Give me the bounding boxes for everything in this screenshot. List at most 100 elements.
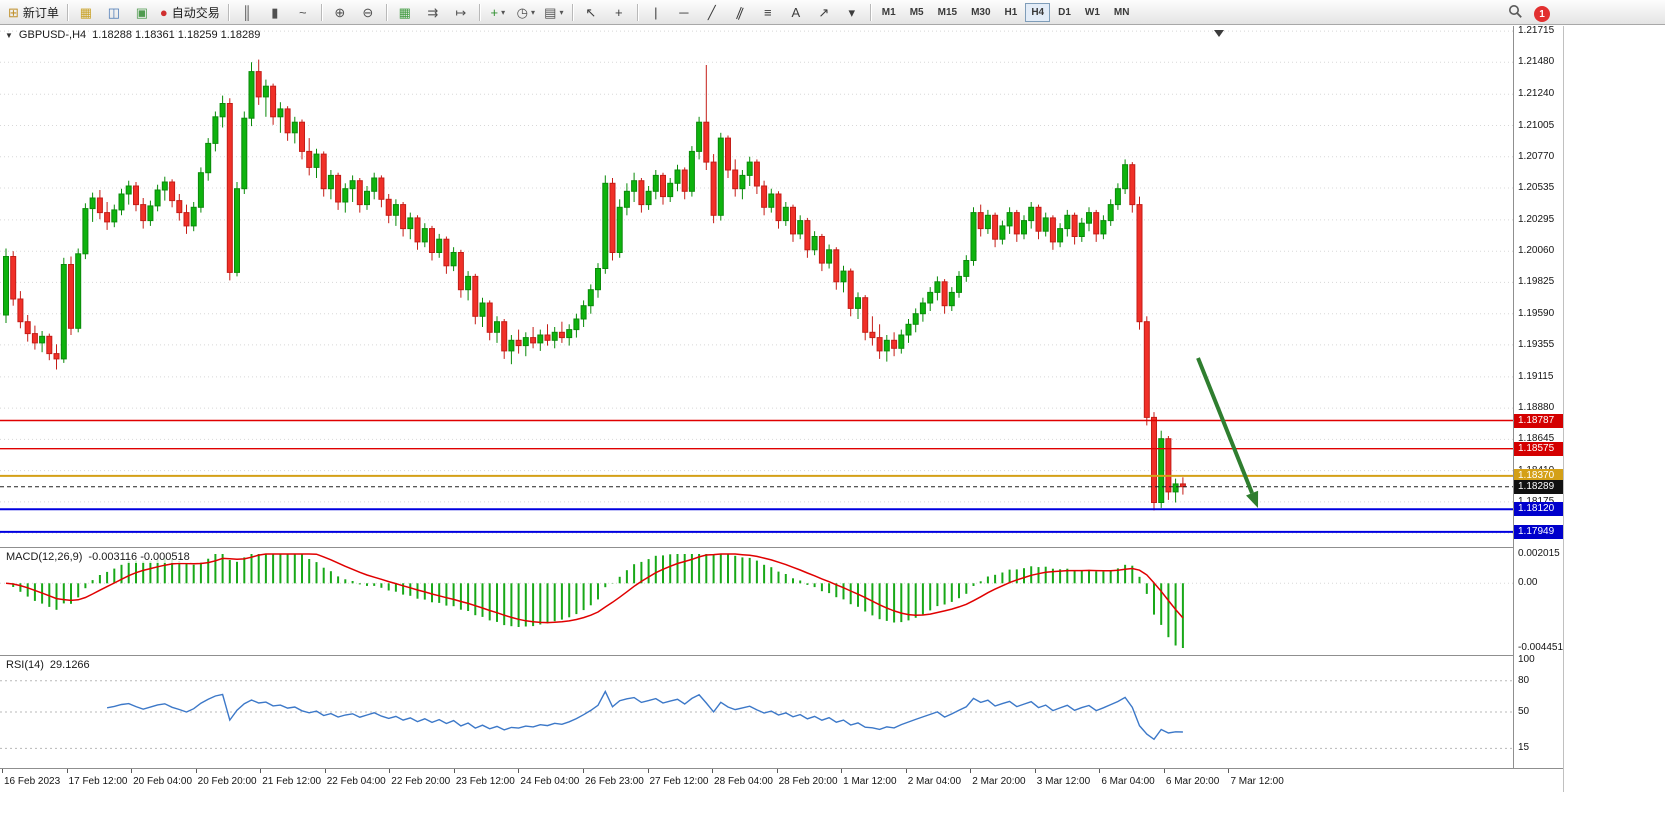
tile-windows-button[interactable]: ▦ (392, 2, 418, 22)
zoom-out-icon: ⊖ (362, 4, 374, 20)
bull-candle (241, 117, 248, 190)
bull-candle (840, 270, 847, 283)
channel-icon: ∥ (733, 3, 746, 21)
price-axis-label: 1.20295 (1518, 213, 1555, 225)
bear-candle (1136, 204, 1143, 323)
bull-candle (277, 108, 284, 118)
bull-candle (855, 297, 861, 309)
one-click-trading-toggle[interactable]: ▼ (5, 30, 13, 40)
terminal-button[interactable]: ▣ (129, 2, 155, 22)
macd-panel-splitter[interactable] (0, 547, 1563, 548)
vertical-line-button[interactable]: | (643, 2, 669, 22)
bull-candle (111, 209, 118, 223)
bull-candle (1064, 214, 1071, 230)
bear-candle (299, 121, 305, 152)
periods-button-dropdown[interactable]: ▾ (530, 7, 535, 17)
bull-candle (927, 291, 934, 304)
price-chart-canvas[interactable] (0, 26, 1513, 547)
rsi-panel-canvas[interactable] (0, 656, 1513, 768)
new-order-button[interactable]: ⊞ 新订单 (5, 2, 62, 22)
time-axis[interactable]: 16 Feb 2023 17 Feb 12:00 20 Feb 04:00 20 Fe… (0, 768, 1563, 793)
price-axis-label: 1.18645 (1518, 433, 1555, 445)
timeframe-m5-button[interactable]: M5 (909, 6, 924, 18)
rsi-line (106, 689, 1183, 741)
bull-candle (595, 268, 601, 291)
navigator-button[interactable]: ◫ (101, 2, 127, 22)
timeframe-w1-button[interactable]: W1 (1084, 6, 1100, 18)
indicators-icon: + (490, 4, 499, 20)
macd-panel-canvas[interactable] (0, 548, 1513, 654)
templates-button-dropdown[interactable]: ▾ (559, 7, 564, 17)
bull-candle (537, 334, 544, 344)
time-tick (518, 769, 520, 773)
bear-candle (818, 236, 825, 264)
fibonacci-icon: ≡ (764, 4, 772, 20)
trendline-button[interactable]: ╱ (699, 2, 725, 22)
bear-candle (804, 220, 811, 251)
time-axis-label: 6 Mar 04:00 (1101, 776, 1155, 787)
bar-chart-mode-button[interactable]: ║ (234, 2, 260, 22)
timeframe-h1-button[interactable]: H1 (1004, 6, 1018, 18)
bear-candle (472, 275, 479, 317)
price-axis-label: 80 (1518, 674, 1530, 686)
notification-badge[interactable]: 1 (1534, 6, 1550, 22)
price-axis-label: 1.21005 (1518, 119, 1555, 131)
periods-button[interactable]: ◷ ▾ (513, 2, 539, 22)
bull-candle (60, 264, 67, 360)
timeframe-h4-button[interactable]: H4 (1025, 2, 1051, 22)
timeframe-m15-button[interactable]: M15 (937, 6, 958, 18)
channel-button[interactable]: ∥ (727, 2, 753, 22)
timeframe-mn-button[interactable]: MN (1113, 6, 1130, 18)
bull-candle (371, 177, 378, 192)
bear-candle (10, 256, 17, 300)
auto-trading-button[interactable]: ● 自动交易 (157, 2, 223, 22)
arrows-button[interactable]: ↗ (811, 2, 837, 22)
bear-candle (1165, 438, 1172, 493)
timeframe-m30-button[interactable]: M30 (971, 6, 991, 18)
time-tick (453, 769, 455, 773)
sell-direction-arrow[interactable] (1196, 357, 1254, 494)
time-axis-label: 27 Feb 12:00 (649, 776, 709, 787)
line-chart-mode-button[interactable]: ~ (290, 2, 316, 22)
candlestick-mode-button[interactable]: ▮ (262, 2, 288, 22)
bear-candle (385, 198, 392, 216)
price-axis-label: 1.19825 (1518, 276, 1555, 288)
horizontal-line-icon: ─ (679, 4, 689, 20)
crosshair-button[interactable]: + (606, 2, 632, 22)
timeframe-m1-button[interactable]: M1 (881, 6, 896, 18)
bear-candle (725, 137, 731, 171)
rsi-panel-splitter[interactable] (0, 655, 1563, 656)
indicators-button[interactable]: + ▾ (485, 2, 511, 22)
price-axis[interactable]: 1.21715 1.21480 1.21240 1.21005 1.20770 1.205… (1513, 25, 1564, 768)
time-axis-label: 22 Feb 04:00 (326, 776, 386, 787)
zoom-out-button[interactable]: ⊖ (355, 2, 381, 22)
bull-candle (248, 71, 255, 119)
zoom-in-button[interactable]: ⊕ (327, 2, 353, 22)
auto-trading-button-label: 自动交易 (171, 5, 220, 20)
bear-candle (169, 181, 176, 202)
time-tick (970, 769, 972, 773)
blue-support-line-2-price-tag: 1.17949 (1514, 524, 1564, 539)
bear-candle (270, 85, 277, 118)
bull-candle (652, 174, 659, 192)
search-icon[interactable] (1508, 4, 1523, 24)
bull-candle (717, 137, 724, 216)
bear-candle (544, 334, 551, 341)
bull-candle (948, 291, 955, 307)
more-drawings-button[interactable]: ▾ (839, 2, 865, 22)
chart-shift-button[interactable]: ↦ (448, 2, 474, 22)
fibonacci-button[interactable]: ≡ (755, 2, 781, 22)
indicators-button-dropdown[interactable]: ▾ (501, 7, 506, 17)
templates-button[interactable]: ▤ ▾ (541, 2, 567, 22)
horizontal-line-button[interactable]: ─ (671, 2, 697, 22)
bear-candle (306, 150, 313, 168)
bear-candle (226, 103, 233, 273)
navigator-icon: ◫ (107, 4, 121, 20)
cursor-button[interactable]: ↖ (578, 2, 604, 22)
toolbar-buttons: ⊞ 新订单 ▦ ◫ ▣ ● 自动交易 ║ ▮ ~ ⊕ ⊖ ▦ ⇉ ↦ + ▾ ◷ ▾ ▤ ▾ ↖ + | ─ ╱ ∥ ≡ A ↗ ▾ (4, 0, 866, 25)
bear-candle (660, 174, 666, 198)
auto-scroll-button[interactable]: ⇉ (420, 2, 446, 22)
timeframe-d1-button[interactable]: D1 (1058, 6, 1071, 18)
text-button[interactable]: A (783, 2, 809, 22)
market-watch-button[interactable]: ▦ (73, 2, 99, 22)
